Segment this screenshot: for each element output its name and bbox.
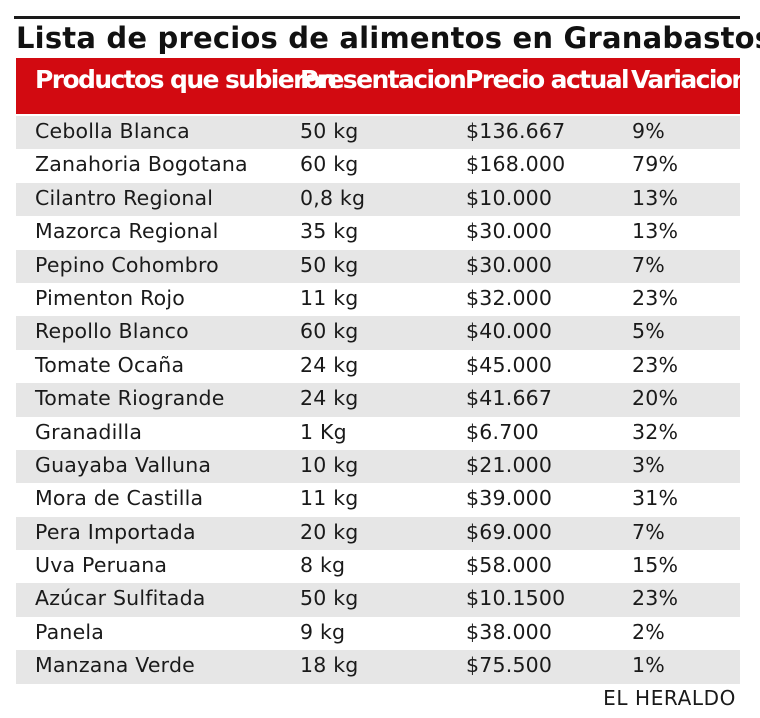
table-header: Productos que subieron Presentacion Prec… [16,58,749,114]
current-price-cell: $21.000 [466,452,553,477]
current-price-cell: $75.500 [466,653,553,678]
product-name-cell: Pepino Cohombro [35,252,219,277]
variation-cell: 23% [632,285,679,310]
variation-cell: 20% [632,386,679,411]
product-name-cell: Manzana Verde [35,653,195,678]
product-name-cell: Tomate Ocaña [35,352,185,377]
presentation-cell: 0,8 kg [300,185,366,210]
presentation-cell: 18 kg [300,653,359,678]
product-name-cell: Mora de Castilla [35,486,204,511]
product-name-cell: Cebolla Blanca [35,119,190,143]
presentation-cell: 10 kg [300,452,359,477]
table-row: Uva Peruana 8 kg $58.000 15% [16,550,740,584]
product-name-cell: Azúcar Sulfitada [35,586,206,611]
current-price-cell: $168.000 [466,152,566,177]
presentation-cell: 11 kg [300,486,359,511]
product-name-cell: Guayaba Valluna [35,452,212,477]
table-row: Pera Importada 20 kg $69.000 7% [16,516,740,551]
presentation-cell: 24 kg [300,386,359,411]
variation-cell: 31% [632,486,679,511]
table-row: Mazorca Regional 35 kg $30.000 13% [16,216,740,250]
product-name-cell: Pimenton Rojo [35,285,185,310]
presentation-cell: 50 kg [300,119,359,143]
product-name-cell: Cilantro Regional [35,185,214,210]
product-name-cell: Uva Peruana [35,553,168,578]
current-price-cell: $10.1500 [466,586,566,611]
current-price-cell: $38.000 [466,619,553,644]
presentation-cell: 35 kg [300,219,359,244]
presentation-cell: 1 Kg [300,419,347,444]
current-price-cell: $30.000 [466,219,553,244]
presentation-cell: 50 kg [300,586,359,611]
presentation-cell: 20 kg [300,519,359,544]
variation-cell: 9% [632,119,665,143]
table-row: Guayaba Valluna 10 kg $21.000 3% [16,449,740,484]
current-price-cell: $40.000 [466,319,553,344]
table-row: Cilantro Regional 0,8 kg $10.000 13% [16,182,740,217]
current-price-cell: $6.700 [466,419,539,444]
presentation-cell: 60 kg [300,152,359,177]
current-price-cell: $32.000 [466,285,553,310]
product-name-cell: Panela [35,619,105,644]
presentation-cell: 9 kg [300,619,346,644]
variation-cell: 15% [632,553,679,578]
product-name-cell: Mazorca Regional [35,219,219,244]
current-price-cell: $45.000 [466,352,553,377]
table-row: Mora de Castilla 11 kg $39.000 31% [16,483,740,517]
source-credit: EL HERALDO [603,686,736,710]
title-rule [14,16,740,19]
current-price-cell: $58.000 [466,553,553,578]
table-row: Tomate Ocaña 24 kg $45.000 23% [16,349,740,384]
variation-cell: 79% [632,152,679,177]
header-presentacion: Presentacion [300,65,467,94]
table-row: Cebolla Blanca 50 kg $136.667 9% [16,116,740,150]
variation-cell: 13% [632,219,679,244]
table-row: Pimenton Rojo 11 kg $32.000 23% [16,282,740,317]
variation-cell: 1% [632,653,665,678]
product-name-cell: Tomate Riogrande [35,386,225,411]
variation-cell: 7% [632,519,665,544]
variation-cell: 3% [632,452,665,477]
presentation-cell: 11 kg [300,285,359,310]
product-name-cell: Granadilla [35,419,143,444]
presentation-cell: 24 kg [300,352,359,377]
current-price-cell: $136.667 [466,119,566,143]
table-row: Granadilla 1 Kg $6.700 32% [16,416,740,450]
variation-cell: 5% [632,319,665,344]
current-price-cell: $10.000 [466,185,553,210]
variation-cell: 7% [632,252,665,277]
current-price-cell: $39.000 [466,486,553,511]
header-variacion: Variacion [631,65,749,94]
table-row: Pepino Cohombro 50 kg $30.000 7% [16,249,740,283]
presentation-cell: 50 kg [300,252,359,277]
variation-cell: 32% [632,419,679,444]
current-price-cell: $41.667 [466,386,553,411]
page-title: Lista de precios de alimentos en Granaba… [16,21,760,55]
variation-cell: 2% [632,619,665,644]
product-name-cell: Repollo Blanco [35,319,189,344]
table-row: Panela 9 kg $38.000 2% [16,616,740,651]
table-row: Tomate Riogrande 24 kg $41.667 20% [16,383,740,417]
variation-cell: 23% [632,352,679,377]
table-row: Zanahoria Bogotana 60 kg $168.000 79% [16,149,740,183]
product-name-cell: Zanahoria Bogotana [35,152,248,177]
product-name-cell: Pera Importada [35,519,196,544]
header-precio-actual: Precio actual [465,65,630,94]
current-price-cell: $30.000 [466,252,553,277]
table-row: Azúcar Sulfitada 50 kg $10.1500 23% [16,583,740,617]
variation-cell: 23% [632,586,679,611]
current-price-cell: $69.000 [466,519,553,544]
variation-cell: 13% [632,185,679,210]
presentation-cell: 60 kg [300,319,359,344]
table-row: Manzana Verde 18 kg $75.500 1% [16,650,740,684]
presentation-cell: 8 kg [300,553,346,578]
table-row: Repollo Blanco 60 kg $40.000 5% [16,316,740,350]
table-body: Cebolla Blanca 50 kg $136.667 9% Zanahoria B… [16,116,740,684]
header-productos: Productos que subieron [35,65,337,94]
